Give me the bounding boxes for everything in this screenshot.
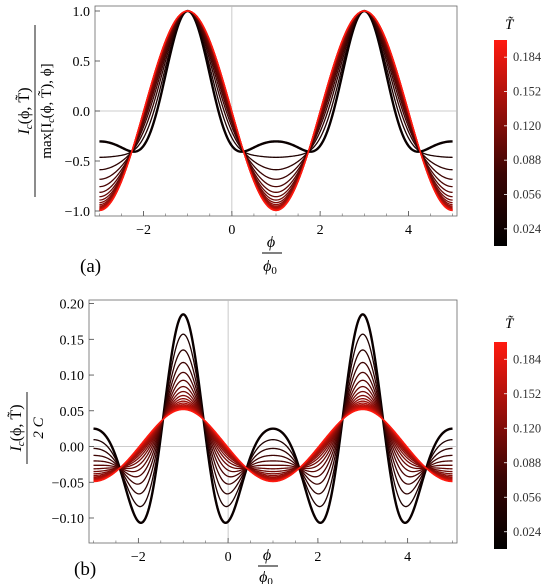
series-line-b-0 — [93, 313, 453, 525]
series-line-b-4 — [93, 371, 453, 478]
series-line-b-1 — [93, 333, 453, 508]
xtick-label-b-2: 2 — [314, 550, 321, 565]
xlabel-b: ϕ ϕ0 — [258, 547, 278, 584]
series-line-a-0 — [99, 9, 453, 153]
colorbar-a: T̃ 0.184 0.152 0.120 0.088 0.056 0.024 — [494, 17, 542, 246]
series-line-a-5 — [99, 10, 453, 193]
series-line-b-9 — [93, 397, 453, 477]
colorbar-tick-label-b-3: 0.088 — [513, 456, 541, 470]
series-line-a-2 — [99, 10, 453, 171]
colorbar-tick-label-b-5: 0.024 — [513, 525, 542, 539]
ylabel-a: Ic(ϕ, T̃) max[Ic(ϕ, T̃), ϕ] — [15, 25, 57, 197]
xtick-label-a-3: 4 — [405, 223, 412, 238]
plot-area-a: −2 0 2 4 −1.0 −0.5 0.0 0.5 1.0 — [65, 5, 458, 238]
xlabel-b-numerator: ϕ — [263, 547, 271, 564]
series-line-b-8 — [93, 394, 453, 475]
series-line-b-6 — [93, 385, 453, 470]
colorbar-a-title: T̃ — [505, 17, 515, 33]
series-line-a-1 — [99, 10, 453, 158]
series-line-b-7 — [93, 390, 453, 473]
plot-frame-b — [88, 299, 458, 544]
xtick-label-b-0: −2 — [131, 550, 146, 565]
series-line-b-10 — [93, 400, 453, 478]
colorbar-tick-label-b-4: 0.056 — [513, 490, 541, 504]
panel-b: −2 0 2 4 −0.10 −0.05 0.00 0.05 0.10 0.15 0.20 Ic(ϕ… — [7, 298, 542, 584]
ylabel-b-numerator: Ic(ϕ, T̃) — [7, 404, 27, 452]
series-line-b-5 — [93, 379, 453, 473]
ytick-label-a-0: −1.0 — [65, 205, 90, 220]
ticks-b: −2 0 2 4 −0.10 −0.05 0.00 0.05 0.10 0.15 0.20 — [52, 298, 453, 565]
colorbar-tick-label-a-4: 0.056 — [513, 188, 541, 202]
xlabel-a-denominator: ϕ0 — [263, 258, 277, 277]
colorbar-tick-label-a-1: 0.152 — [513, 85, 541, 99]
colorbar-a-gradient — [494, 40, 507, 246]
ytick-label-b-6: 0.20 — [60, 298, 85, 313]
ytick-label-a-3: 0.5 — [73, 55, 91, 70]
colorbar-tick-label-a-3: 0.088 — [513, 153, 541, 167]
colorbar-a-ticks: 0.184 0.152 0.120 0.088 0.056 0.024 — [504, 50, 542, 236]
ytick-label-a-4: 1.0 — [73, 5, 91, 20]
colorbar-b: T̃ 0.184 0.152 0.120 0.088 0.056 0.024 — [494, 316, 542, 549]
panel-a: −2 0 2 4 −1.0 −0.5 0.0 0.5 1.0 Ic(ϕ, T̃) max[Ic(… — [15, 5, 542, 277]
series-line-b-3 — [93, 361, 453, 485]
ytick-label-b-5: 0.15 — [60, 333, 85, 348]
colorbar-b-title: T̃ — [505, 316, 515, 332]
colorbar-tick-label-a-5: 0.024 — [513, 222, 542, 236]
series-line-a-4 — [99, 10, 453, 188]
plot-area-b: −2 0 2 4 −0.10 −0.05 0.00 0.05 0.10 0.15 0.20 — [52, 298, 458, 565]
colorbar-tick-label-b-0: 0.184 — [513, 352, 542, 366]
panel-label-b: (b) — [74, 559, 96, 580]
series-line-a-3 — [99, 10, 453, 180]
colorbar-b-ticks: 0.184 0.152 0.120 0.088 0.056 0.024 — [504, 352, 542, 539]
ytick-label-b-3: 0.05 — [60, 405, 85, 420]
xlabel-a: ϕ ϕ0 — [262, 234, 282, 277]
ylabel-a-numerator: Ic(ϕ, T̃) — [15, 87, 35, 135]
ytick-label-b-2: 0.00 — [60, 441, 85, 456]
series-line-a-6 — [99, 10, 453, 198]
xlabel-b-denominator: ϕ0 — [259, 569, 273, 584]
ylabel-b-denominator: 2 C — [31, 416, 47, 438]
series-line-a-19 — [99, 10, 453, 212]
colorbar-tick-label-b-1: 0.152 — [513, 387, 541, 401]
panel-label-a: (a) — [80, 256, 101, 277]
ytick-label-b-4: 0.10 — [60, 369, 85, 384]
colorbar-tick-label-a-2: 0.120 — [513, 119, 541, 133]
colorbar-tick-label-b-2: 0.120 — [513, 421, 541, 435]
ytick-label-b-1: −0.05 — [52, 476, 84, 491]
series-line-b-2 — [93, 349, 453, 495]
series-line-b-19 — [93, 408, 453, 483]
series-line-a-16 — [99, 10, 453, 211]
xtick-label-b-3: 4 — [404, 550, 411, 565]
colorbar-b-gradient — [494, 342, 507, 549]
axis-gridlines-b — [89, 300, 457, 543]
ticks-a: −2 0 2 4 −1.0 −0.5 0.0 0.5 1.0 — [65, 5, 453, 238]
ylabel-b: Ic(ϕ, T̃) 2 C — [7, 392, 47, 464]
ylabel-a-denominator: max[Ic(ϕ, T̃), ϕ] — [38, 63, 57, 158]
xtick-label-a-0: −2 — [136, 223, 151, 238]
xtick-label-a-1: 0 — [228, 223, 235, 238]
xtick-label-a-2: 2 — [317, 223, 324, 238]
xlabel-a-numerator: ϕ — [267, 234, 275, 251]
ytick-label-a-2: 0.0 — [73, 105, 91, 120]
curves-a — [99, 9, 453, 212]
ytick-label-a-1: −0.5 — [65, 155, 90, 170]
xtick-label-b-1: 0 — [225, 550, 232, 565]
curves-b — [93, 313, 453, 525]
colorbar-tick-label-a-0: 0.184 — [513, 50, 542, 64]
ytick-label-b-0: −0.10 — [52, 512, 84, 527]
series-line-a-7 — [99, 10, 453, 201]
